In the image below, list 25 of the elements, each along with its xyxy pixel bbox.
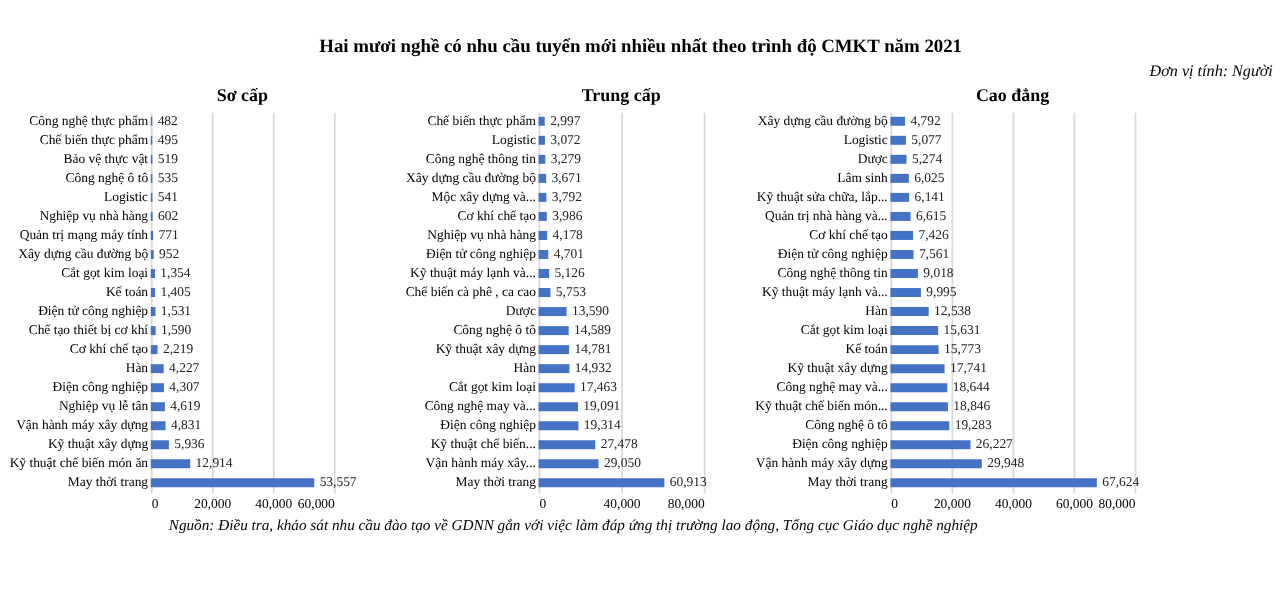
text: Đơn vị tính: Người <box>1147 61 1273 80</box>
bar <box>890 421 950 431</box>
text: Hai mươi nghề có nhu cầu tuyển mới nhiều nhất theo trình độ CMKT năm 2021 <box>319 37 963 58</box>
bar <box>890 135 906 145</box>
bar <box>890 288 921 298</box>
bar <box>890 459 982 469</box>
bar <box>890 173 909 183</box>
bar <box>890 326 939 336</box>
bar <box>890 345 939 355</box>
bar <box>890 116 906 126</box>
bar <box>890 192 910 202</box>
chart-title: Cao đẳng <box>975 84 1051 105</box>
bar <box>890 269 918 278</box>
bar <box>890 307 929 317</box>
bar <box>890 154 907 164</box>
bar <box>890 402 948 412</box>
bar <box>890 211 911 221</box>
bar <box>890 364 945 374</box>
chart-title: Trung cấp <box>581 84 661 105</box>
bar <box>890 478 1097 488</box>
bar <box>890 249 914 259</box>
chart-title: Sơ cấp <box>216 84 269 105</box>
bar <box>890 440 971 450</box>
bar <box>890 383 948 393</box>
bar <box>890 230 914 240</box>
